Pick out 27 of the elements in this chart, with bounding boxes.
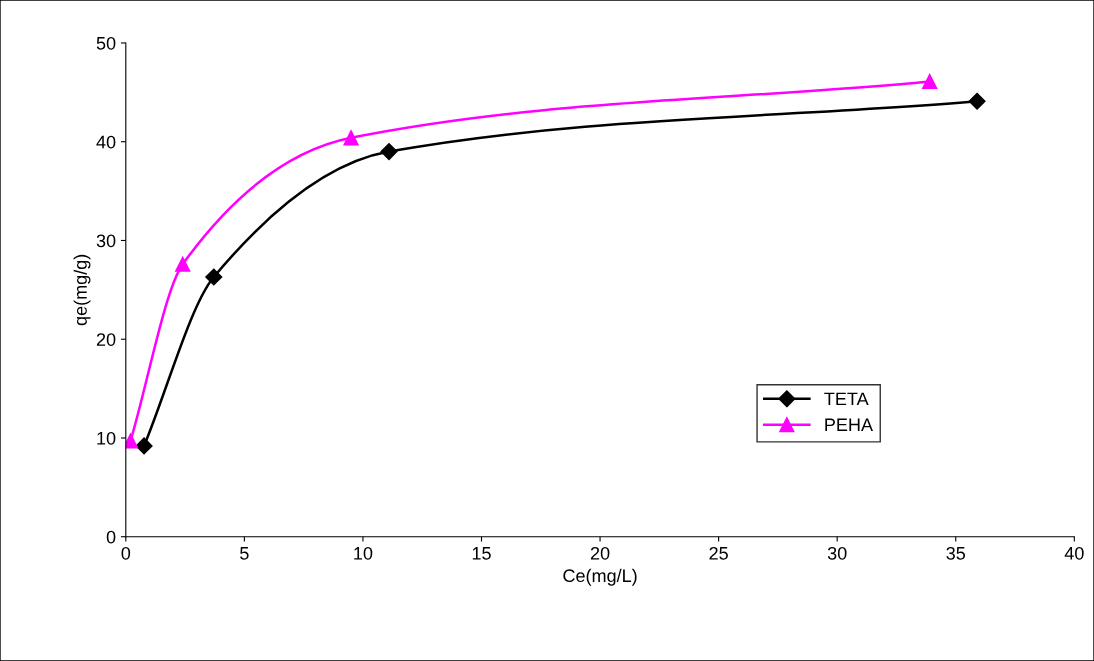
legend-label: TETA xyxy=(824,392,869,406)
x-tick-label: 35 xyxy=(946,546,966,560)
y-axis-title: qe(mg/g) xyxy=(73,254,91,326)
y-tick-label: 0 xyxy=(106,530,116,544)
y-tick-label: 10 xyxy=(97,431,116,445)
point xyxy=(175,256,191,272)
x-tick-label: 40 xyxy=(1064,546,1084,560)
point xyxy=(380,143,398,161)
x-tick-label: 25 xyxy=(709,546,728,560)
x-tick-label: 30 xyxy=(827,546,847,560)
y-tick-label: 20 xyxy=(96,333,116,346)
x-tick-label: 10 xyxy=(354,546,373,560)
point xyxy=(125,433,139,449)
point xyxy=(135,437,153,455)
y-tick-label: 50 xyxy=(96,36,116,50)
y-tick-label: 30 xyxy=(96,234,116,248)
point xyxy=(922,73,938,90)
point xyxy=(205,268,223,286)
x-tick-label: 20 xyxy=(590,546,610,560)
legend-label: PEHA xyxy=(825,418,873,431)
x-tick-label: 5 xyxy=(240,547,249,560)
y-tick-label: 40 xyxy=(96,135,116,149)
x-axis-title: Ce(mg/L) xyxy=(563,568,637,586)
x-tick-label: 0 xyxy=(121,546,131,560)
point xyxy=(343,130,359,146)
point xyxy=(968,92,986,110)
x-tick-label: 15 xyxy=(472,547,491,560)
